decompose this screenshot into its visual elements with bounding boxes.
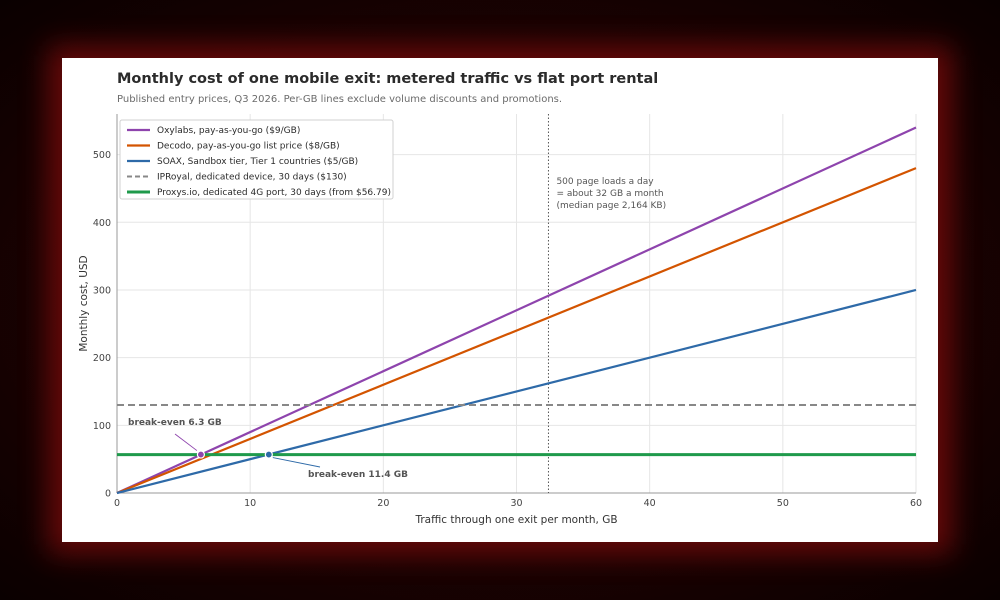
y-tick-label: 0 [105,489,111,500]
break-even-arrow [272,457,321,468]
series-line [116,288,917,495]
y-tick-label: 100 [93,421,111,432]
legend-label: IPRoyal, dedicated device, 30 days ($130… [157,173,347,183]
x-tick-label: 40 [644,498,656,509]
x-tick-label: 20 [377,498,389,509]
legend-label: Proxys.io, dedicated 4G port, 30 days (f… [157,188,391,198]
break-even-label: break-even 6.3 GB [128,418,222,428]
x-tick-label: 0 [114,498,120,509]
series-line [116,167,917,495]
series-line [116,126,917,495]
break-even-label: break-even 11.4 GB [308,470,408,480]
break-even-point [264,450,273,459]
reference-note: (median page 2,164 KB) [556,201,666,211]
y-tick-label: 200 [93,353,111,364]
reference-note: = about 32 GB a month [556,189,663,199]
x-axis-label: Traffic through one exit per month, GB [414,514,617,526]
x-tick-label: 60 [910,498,922,509]
chart-subtitle: Published entry prices, Q3 2026. Per-GB … [117,94,563,105]
x-tick-label: 50 [777,498,789,509]
break-even-arrow [174,433,198,451]
legend-label: SOAX, Sandbox tier, Tier 1 countries ($5… [157,157,358,167]
y-tick-label: 400 [93,218,111,229]
chart-svg: 0 10 20 30 40 50 60 0 100 200 300 400 500 Traffic thr… [78,114,922,526]
reference-note: 500 page loads a day [556,177,654,187]
chart-title: Monthly cost of one mobile exit: metered… [117,71,659,87]
y-tick-label: 300 [93,285,111,296]
break-even-point [196,450,205,459]
y-tick-label: 500 [93,150,111,161]
legend-label: Oxylabs, pay-as-you-go ($9/GB) [157,126,300,136]
legend-box [119,119,394,200]
x-tick-label: 10 [244,498,256,509]
x-tick-label: 30 [510,498,522,509]
y-axis-label: Monthly cost, USD [78,255,90,351]
legend-label: Decodo, pay-as-you-go list price ($8/GB) [157,142,340,152]
chart-card: Monthly cost of one mobile exit: metered… [62,58,938,542]
